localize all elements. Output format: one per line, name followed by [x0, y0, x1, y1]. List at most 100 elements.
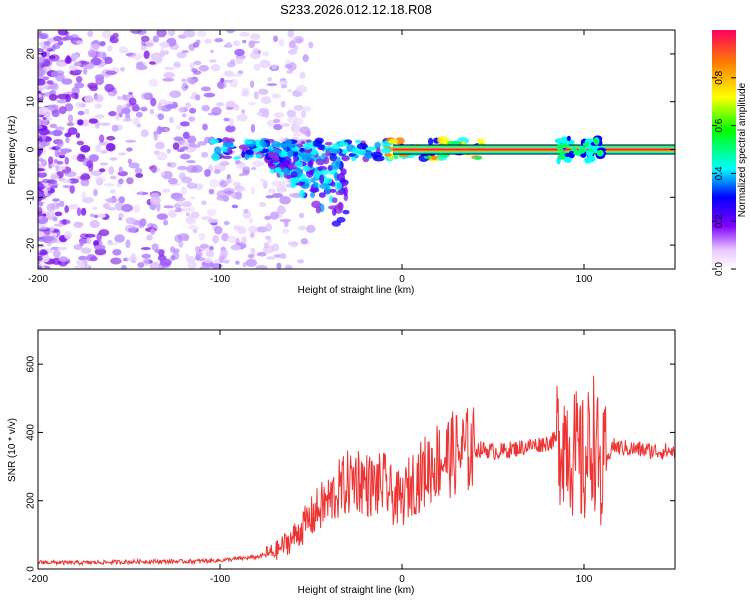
noise-blob: [118, 196, 126, 204]
tail-blob: [282, 167, 290, 175]
noise-blob: [80, 61, 90, 65]
noise-blob: [159, 258, 172, 267]
noise-blob: [58, 154, 66, 159]
noise-blob: [118, 46, 129, 54]
cluster-blob: [596, 149, 604, 157]
noise-blob: [179, 121, 190, 127]
noise-blob: [223, 79, 233, 83]
noise-blob: [41, 51, 47, 58]
noise-blob: [105, 70, 117, 75]
noise-blob: [296, 85, 308, 94]
tail-blob: [315, 158, 326, 166]
spectrogram-y-tick-label: -20: [26, 237, 37, 252]
noise-blob: [66, 122, 75, 127]
snr-y-tick-label: 200: [26, 492, 37, 509]
noise-blob: [90, 170, 103, 177]
noise-blob: [237, 70, 244, 75]
noise-blob: [79, 174, 85, 181]
noise-blob: [104, 56, 113, 65]
carrier-blob: [473, 156, 483, 160]
noise-blob: [109, 175, 117, 180]
tail-blob: [337, 201, 343, 212]
noise-blob: [117, 152, 127, 156]
noise-blob: [187, 225, 199, 231]
noise-blob: [280, 122, 291, 127]
noise-blob: [196, 30, 207, 38]
noise-blob: [53, 249, 61, 259]
noise-blob: [38, 78, 46, 86]
noise-blob: [286, 109, 296, 118]
noise-blob: [94, 94, 104, 103]
tail-blob: [328, 205, 338, 210]
spectrogram-y-tick-label: 20: [26, 48, 37, 60]
noise-blob: [159, 41, 170, 48]
noise-blob: [76, 207, 82, 217]
noise-blob: [293, 104, 304, 111]
noise-blob: [150, 228, 156, 235]
noise-blob: [225, 178, 231, 185]
noise-blob: [38, 146, 44, 155]
noise-blob: [209, 49, 214, 54]
colorbar-ticks: 0.0 0.2 0.4 0.6 0.8: [712, 70, 736, 276]
noise-blob: [38, 202, 44, 207]
noise-blob: [99, 40, 106, 47]
noise-blob: [207, 112, 219, 116]
carrier-blob: [271, 141, 281, 148]
noise-blob: [271, 243, 280, 252]
noise-blob: [220, 77, 225, 83]
snr-series-line: [38, 375, 675, 567]
carrier-blob: [301, 155, 312, 162]
noise-blob: [43, 40, 51, 46]
noise-blob: [149, 261, 161, 269]
noise-blob: [299, 71, 306, 79]
noise-blob: [64, 231, 72, 240]
noise-blob: [174, 207, 182, 213]
noise-blob: [298, 225, 307, 231]
noise-blob: [223, 220, 230, 226]
noise-blob: [250, 123, 256, 133]
noise-blob: [232, 40, 241, 47]
noise-blob: [170, 255, 176, 261]
noise-blob: [198, 64, 210, 72]
tail-blob: [332, 208, 337, 216]
noise-blob: [160, 171, 166, 176]
noise-blob: [181, 50, 189, 54]
noise-blob: [189, 196, 196, 200]
noise-blob: [172, 142, 180, 150]
snr-x-tick-label: -100: [210, 574, 230, 585]
noise-blob: [72, 53, 80, 59]
noise-blob: [200, 216, 213, 221]
noise-blob: [288, 40, 296, 49]
snr-x-tick-label: 100: [576, 574, 593, 585]
noise-blob: [62, 179, 72, 184]
noise-blob: [149, 61, 156, 65]
noise-blob: [201, 104, 211, 112]
noise-blob: [75, 101, 83, 108]
carrier-blob: [209, 138, 219, 144]
noise-blob: [38, 157, 44, 162]
noise-blob: [248, 217, 254, 224]
carrier-blob: [341, 155, 350, 162]
noise-blob: [204, 38, 212, 44]
noise-blob: [73, 221, 84, 229]
noise-blob: [110, 257, 122, 265]
noise-blob: [38, 191, 43, 198]
carrier-blob: [476, 138, 486, 142]
noise-blob: [106, 135, 116, 141]
noise-blob: [86, 254, 97, 262]
noise-blob: [64, 156, 69, 165]
noise-blob: [213, 169, 221, 175]
noise-blob: [38, 231, 45, 238]
noise-blob: [53, 159, 59, 164]
noise-blob: [38, 171, 48, 178]
noise-blob: [83, 108, 90, 115]
noise-blob: [266, 83, 278, 87]
noise-blob: [92, 206, 98, 211]
tail-blob: [318, 192, 326, 198]
noise-blob: [199, 265, 210, 269]
noise-blob: [140, 35, 150, 42]
noise-blob: [128, 97, 137, 106]
spectrogram-y-label: Frequency (Hz): [7, 116, 18, 185]
cluster-blob: [586, 150, 593, 157]
noise-blob: [295, 37, 303, 44]
